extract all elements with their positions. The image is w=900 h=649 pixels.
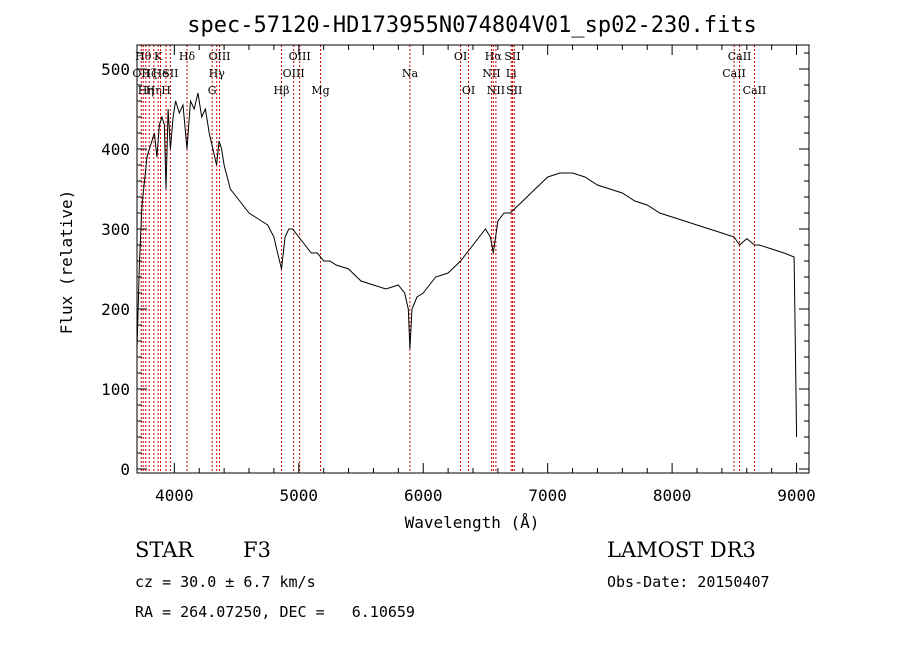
spectral-line-label: OIII bbox=[283, 67, 305, 80]
chart-title: spec-57120-HD173955N074804V01_sp02-230.f… bbox=[187, 13, 757, 38]
spectral-line-label: Hη bbox=[146, 84, 162, 97]
y-tick-label: 0 bbox=[120, 460, 130, 479]
x-axis-ticks: 4000 5000 6000 7000 8000 9000 bbox=[155, 45, 816, 505]
spectral-line-label: Mg bbox=[311, 84, 329, 97]
x-tick-label: 7000 bbox=[528, 486, 567, 505]
spectral-line-label: Li bbox=[506, 67, 517, 80]
spectrum-plot: spec-57120-HD173955N074804V01_sp02-230.f… bbox=[57, 13, 816, 532]
spectral-line-label: Hγ bbox=[209, 67, 226, 80]
spectrum-line bbox=[136, 92, 798, 438]
x-axis-label: Wavelength (Å) bbox=[405, 513, 540, 532]
y-tick-label: 400 bbox=[101, 140, 130, 159]
spectral-line-label: OI bbox=[462, 84, 475, 97]
y-axis-ticks: 0 100 200 300 400 500 bbox=[101, 52, 809, 479]
y-tick-label: 500 bbox=[101, 60, 130, 79]
spectral-line-label: G bbox=[208, 84, 217, 97]
spectral-line-label: OI bbox=[454, 50, 467, 63]
spectral-line-label: OIII bbox=[208, 50, 230, 63]
spectral-line-label: CaII bbox=[743, 84, 767, 97]
spectral-line-markers: OIIHθHηHζHηKHeHSIIHδGHγOIIIHβOIIIOIIIMgN… bbox=[132, 45, 766, 473]
spectral-line-label: Hα bbox=[485, 50, 503, 63]
spectral-line-label: SII bbox=[504, 50, 520, 63]
coordinates: RA = 264.07250, DEC = 6.10659 bbox=[135, 603, 415, 621]
spectral-line-label: Na bbox=[402, 67, 419, 80]
spectral-line-label: Hδ bbox=[179, 50, 196, 63]
spectral-line-label: Hη bbox=[138, 84, 154, 97]
spectral-line-label: NII bbox=[487, 84, 505, 97]
observation-date: Obs-Date: 20150407 bbox=[607, 573, 770, 591]
y-tick-label: 200 bbox=[101, 300, 130, 319]
x-tick-label: 9000 bbox=[777, 486, 816, 505]
object-subclass: F3 bbox=[243, 538, 271, 562]
spectral-line-label: Hζ bbox=[141, 67, 157, 80]
x-tick-label: 6000 bbox=[404, 486, 443, 505]
plot-frame bbox=[136, 44, 810, 474]
spectral-line-label: SII bbox=[162, 67, 178, 80]
spectral-line-label: CaII bbox=[728, 50, 752, 63]
spectral-line-label: CaII bbox=[722, 67, 746, 80]
spectral-line-label: He bbox=[152, 67, 168, 80]
y-axis-label: Flux (relative) bbox=[57, 190, 76, 335]
y-tick-label: 100 bbox=[101, 380, 130, 399]
spectral-line-label: H bbox=[161, 84, 171, 97]
y-tick-label: 300 bbox=[101, 220, 130, 239]
x-tick-label: 8000 bbox=[653, 486, 692, 505]
spectral-line-label: OIII bbox=[289, 50, 311, 63]
spectral-line-label: Hβ bbox=[274, 84, 290, 97]
survey-name: LAMOST DR3 bbox=[607, 538, 756, 562]
spectral-line-label: SII bbox=[506, 84, 522, 97]
x-tick-label: 5000 bbox=[280, 486, 319, 505]
x-tick-label: 4000 bbox=[155, 486, 194, 505]
spectral-line-label: NII bbox=[482, 67, 500, 80]
spectral-line-label: K bbox=[154, 50, 163, 63]
object-class: STAR bbox=[135, 538, 194, 562]
redshift-cz: cz = 30.0 ± 6.7 km/s bbox=[135, 573, 316, 591]
